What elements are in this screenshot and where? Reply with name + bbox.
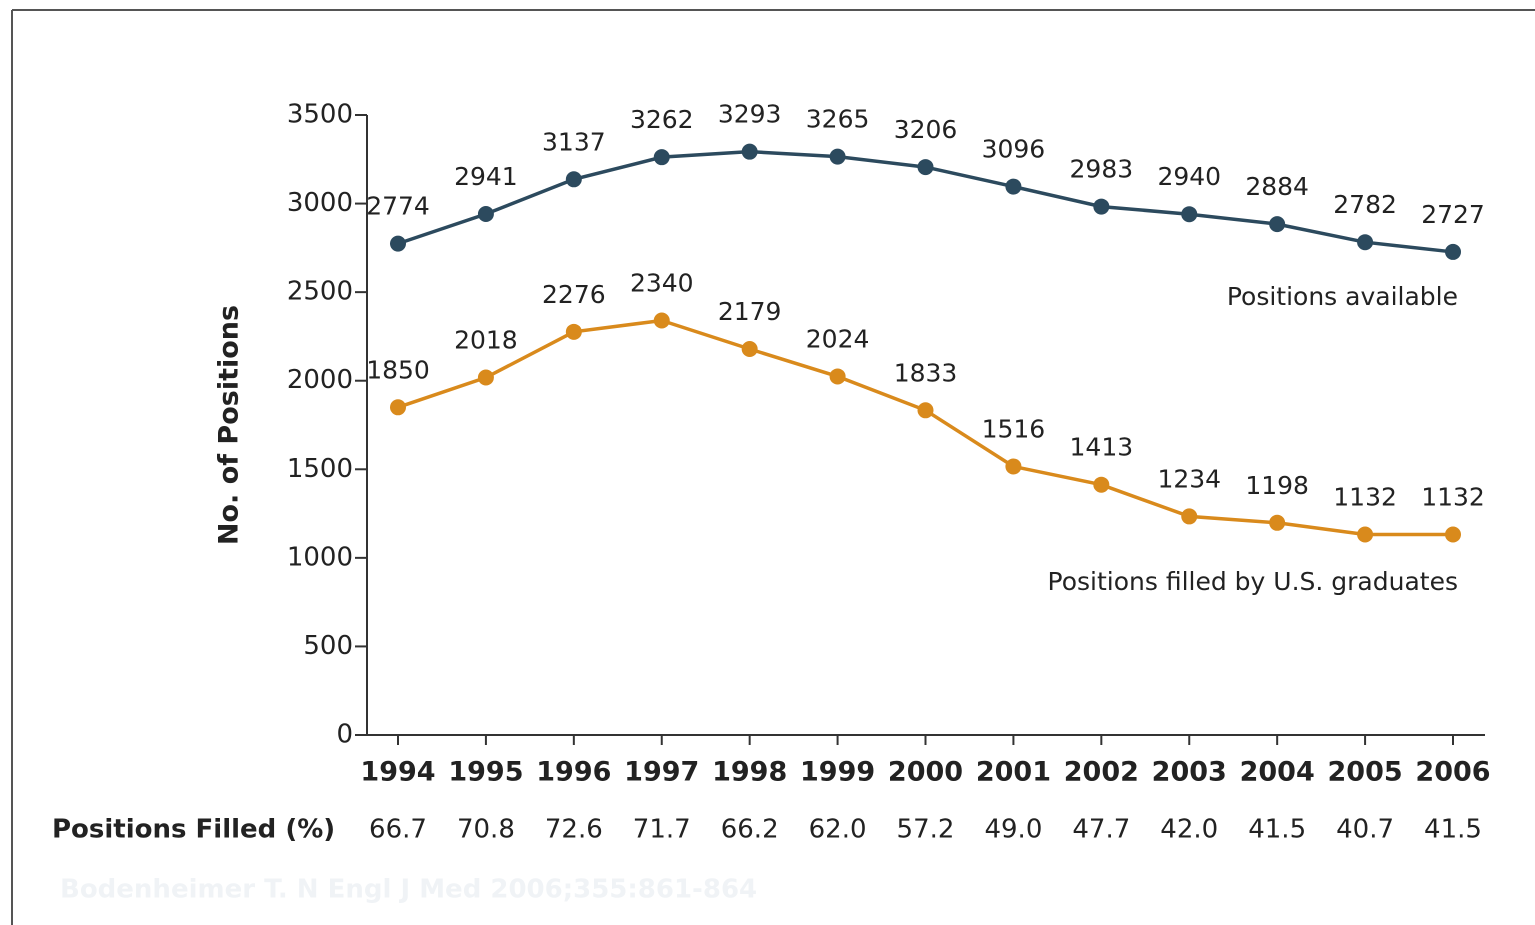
pct-value: 49.0: [984, 815, 1042, 845]
data-label: 1132: [1333, 482, 1397, 511]
x-tick-label: 1995: [448, 757, 523, 788]
pct-value: 66.7: [369, 815, 427, 845]
data-label: 1198: [1245, 471, 1309, 500]
data-label: 3096: [982, 135, 1046, 164]
pct-value: 41.5: [1424, 815, 1482, 845]
x-tick-label: 2003: [1152, 757, 1227, 788]
data-label: 2884: [1245, 172, 1309, 201]
data-label: 2782: [1333, 190, 1397, 219]
y-tick-label: 3500: [287, 100, 353, 130]
pct-value: 62.0: [809, 815, 867, 845]
data-label: 1850: [366, 355, 430, 384]
point: [829, 368, 846, 385]
y-tick-label: 500: [303, 631, 353, 661]
data-label: 3206: [894, 115, 958, 144]
point: [390, 235, 406, 252]
point: [1445, 243, 1461, 260]
data-label: 3265: [806, 105, 870, 134]
point: [1269, 514, 1286, 531]
point: [390, 399, 406, 416]
row-label: Positions Filled (%): [52, 815, 335, 845]
data-label: 2024: [806, 324, 870, 353]
data-label: 3137: [542, 127, 606, 156]
data-label: 1132: [1421, 482, 1485, 511]
pct-value: 66.2: [721, 815, 779, 845]
data-label: 3262: [630, 105, 694, 134]
point: [1005, 178, 1022, 195]
x-tick-label: 2002: [1064, 757, 1139, 788]
point: [1005, 458, 1022, 475]
y-tick-label: 3000: [287, 188, 353, 218]
y-axis-label: No. of Positions: [214, 305, 245, 545]
y-tick-label: 1500: [287, 454, 353, 484]
series-name: Positions available: [1227, 282, 1458, 311]
data-label: 1516: [982, 414, 1046, 443]
x-tick-label: 2004: [1240, 757, 1315, 788]
data-label: 2940: [1157, 162, 1221, 191]
source: Bodenheimer T. N Engl J Med 2006;355:861…: [60, 875, 757, 905]
x-tick-label: 2000: [888, 757, 963, 788]
point: [653, 312, 670, 329]
series-line: [397, 318, 1453, 537]
series-name: Positions filled by U.S. graduates: [1048, 567, 1458, 596]
point: [653, 149, 670, 166]
point: [565, 323, 582, 340]
pct-value: 40.7: [1336, 815, 1394, 845]
x-tick-label: 1994: [360, 757, 435, 788]
data-label: 2983: [1070, 155, 1134, 184]
y-tick-label: 2000: [287, 365, 353, 395]
pct-value: 41.5: [1248, 815, 1306, 845]
data-label: 2340: [630, 268, 694, 297]
point: [1357, 234, 1374, 251]
point: [741, 341, 758, 358]
data-label: 2179: [718, 297, 782, 326]
x-tick-label: 2001: [976, 757, 1051, 788]
point: [917, 402, 934, 419]
x-tick-label: 2006: [1415, 757, 1490, 788]
x-tick-label: 1996: [536, 757, 611, 788]
x-tick-label: 2005: [1328, 757, 1403, 788]
x-tick-label: 1997: [624, 757, 699, 788]
point: [1445, 526, 1461, 543]
pct-value: 72.6: [545, 815, 603, 845]
pct-value: 57.2: [897, 815, 955, 845]
data-label: 1413: [1070, 433, 1134, 462]
y-tick-label: 1000: [287, 542, 353, 572]
point: [1181, 508, 1198, 525]
point: [1093, 476, 1110, 493]
point: [477, 369, 494, 386]
y-tick-label: 2500: [287, 277, 353, 307]
data-label: 2941: [454, 162, 518, 191]
pct-value: 71.7: [633, 815, 691, 845]
point: [829, 148, 846, 165]
x-tick-label: 1999: [800, 757, 875, 788]
point: [1093, 198, 1110, 215]
y-tick-label: 0: [336, 720, 353, 750]
point: [565, 171, 582, 188]
point: [1269, 216, 1286, 233]
data-label: 3293: [718, 100, 782, 129]
data-label: 1234: [1157, 464, 1221, 493]
pct-value: 42.0: [1160, 815, 1218, 845]
point: [917, 159, 934, 176]
point: [477, 206, 494, 223]
point: [1357, 526, 1374, 543]
pct-value: 70.8: [457, 815, 515, 845]
data-label: 1833: [894, 358, 958, 387]
data-label: 2774: [366, 192, 430, 221]
data-label: 2727: [1421, 200, 1485, 229]
point: [1181, 206, 1198, 223]
pct-value: 47.7: [1072, 815, 1130, 845]
point: [741, 143, 758, 160]
x-tick-label: 1998: [712, 757, 787, 788]
data-label: 2018: [454, 326, 518, 355]
data-label: 2276: [542, 280, 606, 309]
